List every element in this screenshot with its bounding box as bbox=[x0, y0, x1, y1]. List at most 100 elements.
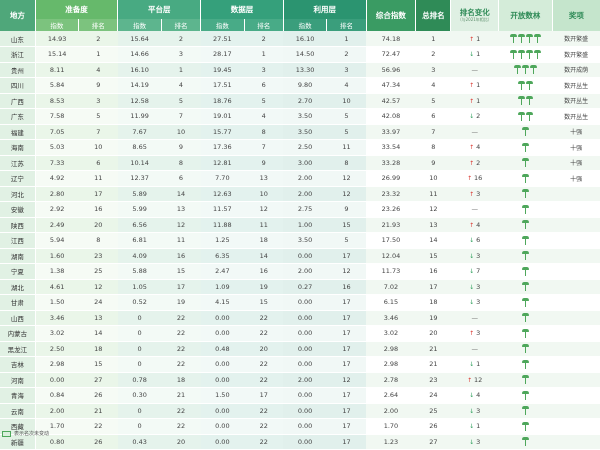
rank-change-cell: ↓ 1 bbox=[450, 356, 499, 373]
total-rank-cell: 21 bbox=[415, 356, 451, 373]
tree-icon bbox=[521, 158, 529, 168]
tree-icon bbox=[517, 111, 525, 121]
arrow-up-icon: ↑ bbox=[469, 144, 477, 152]
composite-index-cell: 72.47 bbox=[366, 46, 416, 63]
use-index-cell: 1.00 bbox=[283, 217, 327, 233]
data-rank-cell: 22 bbox=[244, 325, 284, 342]
rank-change-cell: ↓ 3 bbox=[450, 434, 499, 450]
rank-change-value: 3 bbox=[476, 282, 481, 291]
platform-rank-cell: 2 bbox=[161, 31, 201, 47]
region-cell: 黑龙江 bbox=[0, 341, 36, 357]
platform-rank-cell: 17 bbox=[161, 279, 201, 295]
table-body: 山东 14.93 2 15.64 2 27.51 2 16.10 1 74.18 1 ↑ 1 数开繁盛浙… bbox=[0, 31, 600, 450]
tree-icon bbox=[521, 142, 529, 152]
award-cell bbox=[552, 403, 600, 419]
data-rank-cell: 9 bbox=[244, 155, 284, 171]
data-index-cell: 11.88 bbox=[200, 217, 245, 233]
rank-change-value: 3 bbox=[476, 189, 481, 198]
platform-rank-cell: 18 bbox=[161, 372, 201, 388]
use-rank-cell: 17 bbox=[326, 341, 367, 357]
composite-index-cell: 23.26 bbox=[366, 201, 416, 218]
prep-index-cell: 5.03 bbox=[35, 139, 79, 156]
no-change-dash: — bbox=[471, 205, 478, 214]
table-row: 山西 3.46 13 0 22 0.00 22 0.00 17 3.46 19— bbox=[0, 310, 600, 326]
platform-index-cell: 7.67 bbox=[117, 124, 162, 140]
prep-rank-cell: 3 bbox=[78, 93, 118, 109]
header-rank-change-label: 排名变化 bbox=[459, 7, 490, 17]
tree-icon bbox=[521, 390, 529, 400]
open-data-cell bbox=[498, 294, 553, 311]
region-cell: 江西 bbox=[0, 232, 36, 249]
use-rank-cell: 9 bbox=[326, 201, 367, 218]
platform-rank-cell: 13 bbox=[161, 201, 201, 218]
composite-index-cell: 74.18 bbox=[366, 31, 416, 47]
prep-index-cell: 1.60 bbox=[35, 248, 79, 264]
subheader-rank: 排名 bbox=[244, 19, 284, 31]
tree-icon bbox=[529, 65, 537, 75]
composite-index-cell: 2.78 bbox=[366, 372, 416, 388]
prep-rank-cell: 1 bbox=[78, 46, 118, 63]
prep-index-cell: 8.53 bbox=[35, 93, 79, 109]
rank-change-cell: ↑ 1 bbox=[450, 93, 499, 109]
total-rank-cell: 8 bbox=[415, 139, 451, 156]
data-index-cell: 12.81 bbox=[200, 155, 245, 171]
prep-rank-cell: 2 bbox=[78, 31, 118, 47]
rank-change-value: 1 bbox=[476, 81, 481, 90]
rank-change-cell: ↓ 3 bbox=[450, 294, 499, 311]
arrow-up-icon: ↑ bbox=[469, 190, 477, 198]
open-data-cell bbox=[498, 325, 553, 342]
composite-index-cell: 2.64 bbox=[366, 387, 416, 404]
rank-change-value: 2 bbox=[476, 158, 481, 167]
data-index-cell: 1.50 bbox=[200, 387, 245, 404]
legend-swatch bbox=[2, 430, 11, 437]
use-rank-cell: 10 bbox=[326, 93, 367, 109]
prep-index-cell: 0.84 bbox=[35, 387, 79, 404]
tree-icon bbox=[521, 173, 529, 183]
platform-rank-cell: 22 bbox=[161, 356, 201, 373]
rank-change-cell: ↓ 1 bbox=[450, 418, 499, 435]
tree-icon bbox=[521, 282, 529, 292]
prep-rank-cell: 20 bbox=[78, 217, 118, 233]
composite-index-cell: 2.00 bbox=[366, 403, 416, 419]
total-rank-cell: 6 bbox=[415, 108, 451, 125]
tree-icon bbox=[521, 328, 529, 338]
region-cell: 福建 bbox=[0, 124, 36, 140]
platform-rank-cell: 10 bbox=[161, 124, 201, 140]
prep-index-cell: 1.38 bbox=[35, 263, 79, 280]
total-rank-cell: 24 bbox=[415, 387, 451, 404]
platform-index-cell: 14.66 bbox=[117, 46, 162, 63]
composite-index-cell: 33.28 bbox=[366, 155, 416, 171]
platform-rank-cell: 21 bbox=[161, 387, 201, 404]
region-cell: 甘肃 bbox=[0, 294, 36, 311]
data-rank-cell: 22 bbox=[244, 418, 284, 435]
use-rank-cell: 8 bbox=[326, 155, 367, 171]
open-data-cell bbox=[498, 418, 553, 435]
data-index-cell: 0.00 bbox=[200, 372, 245, 388]
data-index-cell: 27.51 bbox=[200, 31, 245, 47]
data-rank-cell: 13 bbox=[244, 170, 284, 187]
prep-rank-cell: 15 bbox=[78, 356, 118, 373]
platform-index-cell: 0 bbox=[117, 403, 162, 419]
header-rank-change: 排名变化 （与2021年相比） bbox=[450, 0, 499, 31]
award-cell: 十强 bbox=[552, 170, 600, 187]
data-rank-cell: 22 bbox=[244, 356, 284, 373]
tree-icon bbox=[521, 313, 529, 323]
use-rank-cell: 12 bbox=[326, 263, 367, 280]
platform-index-cell: 6.81 bbox=[117, 232, 162, 249]
data-index-cell: 2.47 bbox=[200, 263, 245, 280]
use-rank-cell: 5 bbox=[326, 232, 367, 249]
data-index-cell: 0.00 bbox=[200, 310, 245, 326]
open-data-cell bbox=[498, 310, 553, 326]
tree-icon bbox=[521, 127, 529, 137]
award-cell: 十强 bbox=[552, 139, 600, 156]
platform-rank-cell: 22 bbox=[161, 325, 201, 342]
use-rank-cell: 17 bbox=[326, 356, 367, 373]
tree-icon bbox=[521, 204, 529, 214]
platform-rank-cell: 20 bbox=[161, 434, 201, 450]
region-cell: 浙江 bbox=[0, 46, 36, 63]
data-rank-cell: 20 bbox=[244, 341, 284, 357]
use-rank-cell: 17 bbox=[326, 434, 367, 450]
award-cell: 十强 bbox=[552, 124, 600, 140]
data-rank-cell: 7 bbox=[244, 139, 284, 156]
use-index-cell: 0.00 bbox=[283, 387, 327, 404]
